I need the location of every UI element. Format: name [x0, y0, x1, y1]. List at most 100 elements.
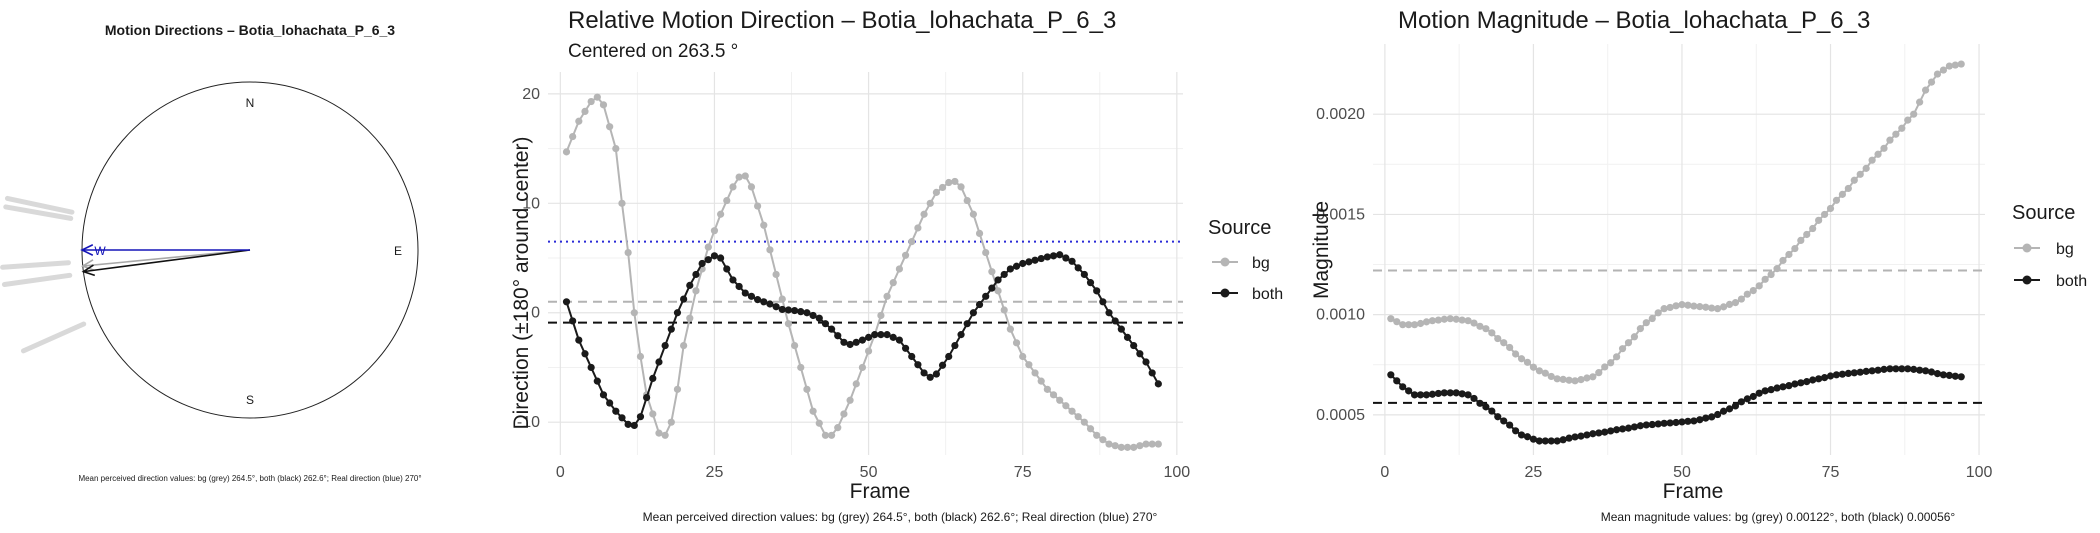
point-bg	[1636, 325, 1644, 333]
point-bg	[1068, 407, 1076, 415]
magnitude-x-axis-label: Frame	[1663, 480, 1724, 503]
compass-arrowhead-bg	[80, 259, 95, 272]
point-bg	[1613, 353, 1621, 361]
point-bg	[1654, 309, 1662, 317]
point-both	[982, 292, 990, 300]
point-both	[1714, 410, 1722, 419]
point-both	[1618, 425, 1627, 433]
direction-x-tick-labels: 0 25 50 75 100	[556, 464, 1190, 481]
point-bg	[1755, 282, 1763, 290]
point-both	[821, 320, 830, 328]
magnitude-chart-panel: Motion Magnitude – Botia_lohachata_P_6_3…	[1310, 7, 2087, 524]
point-bg	[772, 270, 780, 279]
point-both	[1093, 287, 1101, 295]
point-both	[809, 311, 817, 320]
point-both	[1844, 369, 1852, 377]
point-bg	[1951, 61, 1959, 69]
point-both	[994, 276, 1002, 284]
point-both	[1410, 391, 1419, 399]
point-both	[963, 320, 971, 328]
point-both	[612, 407, 620, 415]
point-bg	[1820, 210, 1829, 219]
point-bg	[914, 224, 922, 232]
point-bg	[1690, 302, 1698, 310]
point-bg	[1506, 343, 1514, 352]
point-bg	[618, 199, 626, 207]
point-both	[951, 341, 959, 350]
point-bg	[1785, 250, 1793, 259]
point-both	[569, 317, 577, 325]
x-tick-label: 100	[1966, 464, 1993, 481]
point-bg	[624, 248, 632, 257]
direction-chart-title: Relative Motion Direction – Botia_lohach…	[568, 7, 1116, 34]
magnitude-legend-both-label: both	[2056, 273, 2087, 290]
point-bg	[686, 314, 694, 322]
point-bg	[1862, 164, 1870, 172]
magnitude-legend-bg-label: bg	[2056, 241, 2074, 258]
x-tick-label: 25	[706, 464, 724, 481]
point-bg	[883, 292, 891, 300]
point-bg	[1933, 70, 1942, 78]
point-both	[1921, 367, 1930, 375]
point-both	[754, 296, 762, 304]
point-both	[1743, 395, 1751, 403]
point-both	[1755, 389, 1763, 397]
magnitude-y-axis-label: Magnitude	[1310, 201, 1333, 299]
point-both	[1832, 371, 1841, 379]
point-bg	[673, 385, 682, 393]
point-both	[1927, 368, 1936, 376]
compass-outer-tick	[20, 321, 87, 354]
point-bg	[1618, 345, 1627, 353]
point-both	[1049, 252, 1058, 260]
point-both	[649, 374, 657, 382]
compass-outer-ticks	[0, 195, 87, 354]
point-both	[914, 361, 922, 369]
point-both	[1749, 392, 1757, 401]
point-bg	[655, 429, 663, 437]
point-both	[1136, 350, 1144, 358]
point-both	[1945, 371, 1953, 379]
point-both	[1791, 380, 1799, 388]
point-bg	[1000, 306, 1008, 314]
point-bg	[1405, 321, 1413, 329]
point-bg	[1607, 359, 1615, 367]
point-bg	[1142, 440, 1150, 448]
point-bg	[938, 183, 947, 192]
point-bg	[1025, 361, 1033, 369]
point-both	[606, 399, 614, 407]
series-line-bg	[1390, 63, 1962, 382]
x-tick-label: 50	[1673, 464, 1691, 481]
point-bg	[778, 295, 786, 303]
point-bg	[1583, 374, 1591, 382]
point-bg	[704, 243, 712, 251]
compass-arrow-bg	[82, 249, 251, 267]
point-both	[581, 350, 589, 358]
point-bg	[957, 183, 965, 191]
point-both	[1815, 375, 1823, 383]
point-bg	[809, 407, 817, 415]
point-bg	[1136, 442, 1144, 450]
point-both	[1737, 398, 1745, 406]
point-both	[1690, 417, 1698, 425]
point-bg	[766, 246, 774, 254]
direction-y-tick-labels: -10 0 10 20	[517, 86, 540, 431]
point-both	[1428, 390, 1437, 398]
point-both	[932, 370, 940, 378]
point-both	[1630, 423, 1639, 431]
compass-outer-tick	[0, 260, 71, 270]
point-both	[1684, 417, 1692, 425]
direction-x-axis-label: Frame	[850, 480, 911, 503]
point-both	[747, 292, 756, 300]
point-both	[1642, 421, 1650, 429]
direction-legend: Source bg both	[1208, 217, 1283, 303]
point-both	[1148, 369, 1156, 377]
point-bg	[1779, 256, 1787, 265]
series-line-both	[1390, 367, 1962, 442]
point-both	[1422, 391, 1431, 399]
point-bg	[852, 380, 860, 388]
point-both	[1488, 407, 1496, 415]
point-both	[871, 331, 879, 339]
point-both	[1506, 421, 1514, 429]
point-both	[1856, 368, 1864, 376]
point-both	[1660, 419, 1668, 427]
